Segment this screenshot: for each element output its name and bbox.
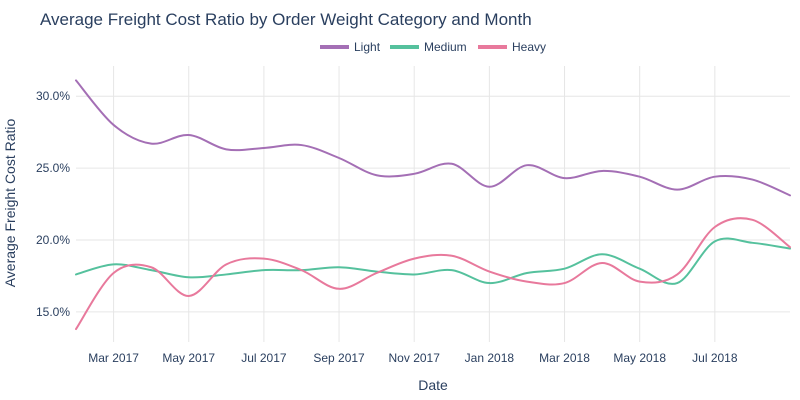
x-gridlines bbox=[113, 66, 716, 342]
series-line-light bbox=[75, 79, 791, 197]
series-lines bbox=[75, 79, 791, 331]
x-tick-label: Jul 2018 bbox=[692, 351, 738, 365]
legend-label: Light bbox=[354, 40, 381, 54]
chart-title: Average Freight Cost Ratio by Order Weig… bbox=[40, 10, 532, 29]
x-tick-label: May 2017 bbox=[162, 351, 215, 365]
x-tick-label: Mar 2018 bbox=[539, 351, 590, 365]
legend-item-medium[interactable]: Medium bbox=[390, 40, 467, 54]
x-tick-label: Nov 2017 bbox=[389, 351, 441, 365]
legend-label: Heavy bbox=[512, 40, 546, 54]
x-tick-label: May 2018 bbox=[613, 351, 666, 365]
y-tick-label: 20.0% bbox=[36, 233, 70, 247]
y-axis-title: Average Freight Cost Ratio bbox=[2, 118, 18, 287]
legend-item-light[interactable]: Light bbox=[320, 40, 381, 54]
x-tick-label: Sep 2017 bbox=[313, 351, 365, 365]
x-tick-label: Jul 2017 bbox=[241, 351, 287, 365]
y-axis-ticks: 15.0% 20.0% 25.0% 30.0% bbox=[36, 89, 70, 319]
x-axis-title: Date bbox=[418, 377, 448, 393]
y-tick-label: 15.0% bbox=[36, 305, 70, 319]
legend-item-heavy[interactable]: Heavy bbox=[478, 40, 546, 54]
y-tick-label: 25.0% bbox=[36, 161, 70, 175]
x-tick-label: Jan 2018 bbox=[465, 351, 515, 365]
x-tick-label: Mar 2017 bbox=[88, 351, 139, 365]
y-tick-label: 30.0% bbox=[36, 89, 70, 103]
series-line-heavy bbox=[75, 217, 791, 331]
legend-label: Medium bbox=[424, 40, 467, 54]
series-line-medium bbox=[75, 237, 791, 285]
x-axis-ticks: Mar 2017 May 2017 Jul 2017 Sep 2017 Nov 2017… bbox=[88, 351, 738, 365]
legend[interactable]: Light Medium Heavy bbox=[320, 40, 546, 54]
